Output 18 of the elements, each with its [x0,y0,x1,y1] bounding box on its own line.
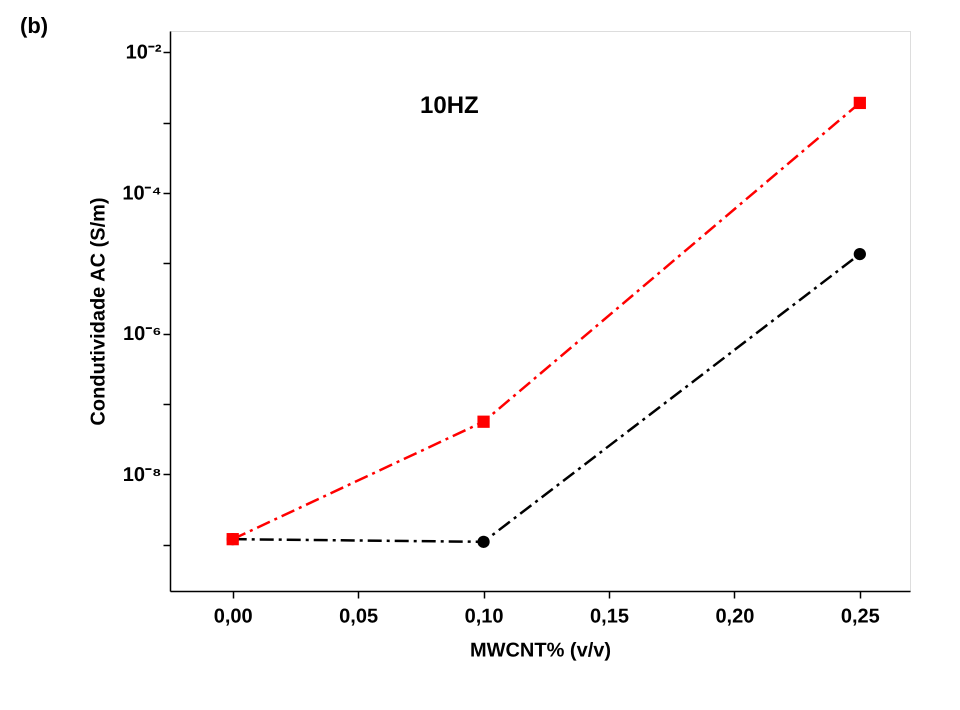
x-tick-label: 0,15 [590,606,629,628]
point [854,248,866,260]
x-tick-label: 0,05 [339,606,378,628]
x-tick-label: 0,20 [715,606,754,628]
point [477,536,490,548]
x-tick-label: 0,00 [214,606,253,628]
x-axis-title: MWCNT% (v/v) [470,640,612,662]
y-tick-label: 10⁻⁸ [122,464,162,486]
point [477,416,490,428]
x-tick-label: 0,25 [840,606,880,628]
y-tick-label: 10⁻⁶ [123,323,162,346]
annotation: 10HZ [420,92,479,119]
text: (b) [20,13,48,38]
y-tick-label: 10⁻⁴ [122,182,162,204]
point [854,96,866,110]
x-tick-label: 0,10 [464,606,504,628]
y-axis-title: Condutividade AC (S/m) [87,197,110,426]
y-tick-label: 10⁻² [126,42,162,64]
